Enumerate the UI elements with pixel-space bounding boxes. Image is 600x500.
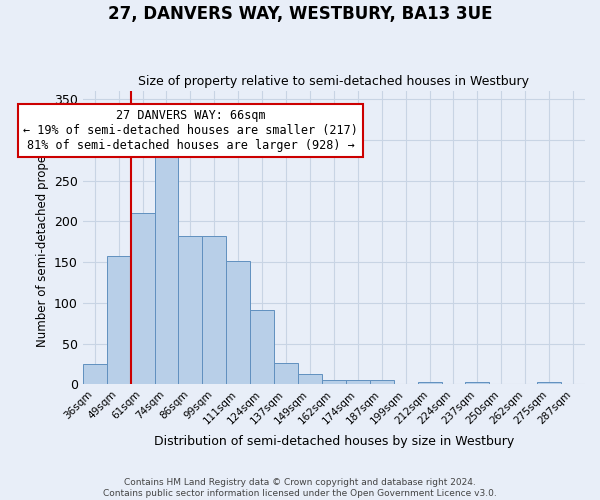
Title: Size of property relative to semi-detached houses in Westbury: Size of property relative to semi-detach…	[139, 76, 529, 88]
Bar	[83, 364, 107, 384]
Bar	[298, 374, 322, 384]
Bar	[537, 382, 561, 384]
Bar	[466, 382, 490, 384]
Bar	[107, 256, 131, 384]
Bar	[226, 260, 250, 384]
X-axis label: Distribution of semi-detached houses by size in Westbury: Distribution of semi-detached houses by …	[154, 434, 514, 448]
Text: 27 DANVERS WAY: 66sqm
← 19% of semi-detached houses are smaller (217)
81% of sem: 27 DANVERS WAY: 66sqm ← 19% of semi-deta…	[23, 109, 358, 152]
Bar	[155, 152, 178, 384]
Bar	[131, 214, 155, 384]
Bar	[274, 364, 298, 384]
Y-axis label: Number of semi-detached properties: Number of semi-detached properties	[35, 128, 49, 347]
Bar	[346, 380, 370, 384]
Bar	[322, 380, 346, 384]
Text: 27, DANVERS WAY, WESTBURY, BA13 3UE: 27, DANVERS WAY, WESTBURY, BA13 3UE	[108, 5, 492, 23]
Bar	[370, 380, 394, 384]
Bar	[202, 236, 226, 384]
Bar	[178, 236, 202, 384]
Bar	[418, 382, 442, 384]
Bar	[250, 310, 274, 384]
Text: Contains HM Land Registry data © Crown copyright and database right 2024.
Contai: Contains HM Land Registry data © Crown c…	[103, 478, 497, 498]
